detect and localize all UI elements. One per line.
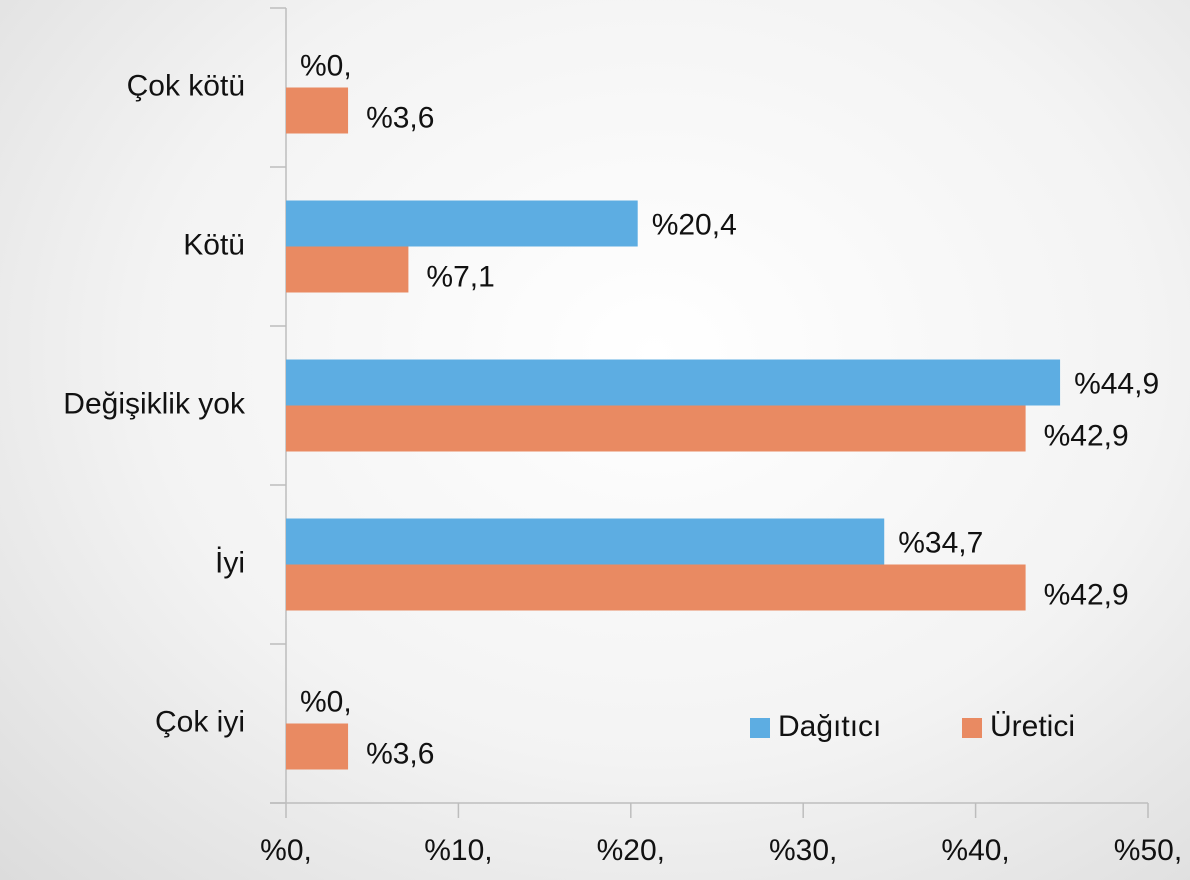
x-tick-label: %20, [597, 834, 665, 867]
value-label: %42,9 [1044, 578, 1129, 611]
y-tick-label: Çok kötü [127, 69, 245, 102]
x-tick-label: %40, [941, 834, 1009, 867]
x-tick-label: %10, [424, 834, 492, 867]
bar [286, 246, 409, 293]
x-tick-label: %50, [1114, 834, 1182, 867]
y-tick-label: Çok iyi [155, 705, 245, 738]
y-tick-label: Kötü [183, 228, 245, 261]
bar [286, 564, 1026, 611]
bar [286, 359, 1061, 406]
value-label: %20,4 [652, 208, 737, 241]
value-label: %42,9 [1044, 419, 1129, 452]
value-label: %44,9 [1074, 367, 1159, 400]
bar [286, 405, 1026, 452]
legend-label: Dağıtıcı [778, 710, 881, 743]
bar [286, 200, 638, 247]
value-label: %0, [300, 685, 352, 718]
value-label: %0, [300, 49, 352, 82]
y-tick-label: Değişiklik yok [63, 387, 246, 420]
value-label: %3,6 [366, 101, 434, 134]
value-label: %3,6 [366, 737, 434, 770]
legend-swatch [962, 718, 982, 738]
bar [286, 87, 349, 134]
bar [286, 723, 349, 770]
x-tick-label: %0, [260, 834, 312, 867]
legend-swatch [750, 718, 770, 738]
value-label: %34,7 [898, 526, 983, 559]
y-tick-label: İyi [215, 546, 245, 579]
legend-label: Üretici [990, 710, 1075, 743]
value-label: %7,1 [426, 260, 494, 293]
bar [286, 518, 885, 565]
x-tick-label: %30, [769, 834, 837, 867]
